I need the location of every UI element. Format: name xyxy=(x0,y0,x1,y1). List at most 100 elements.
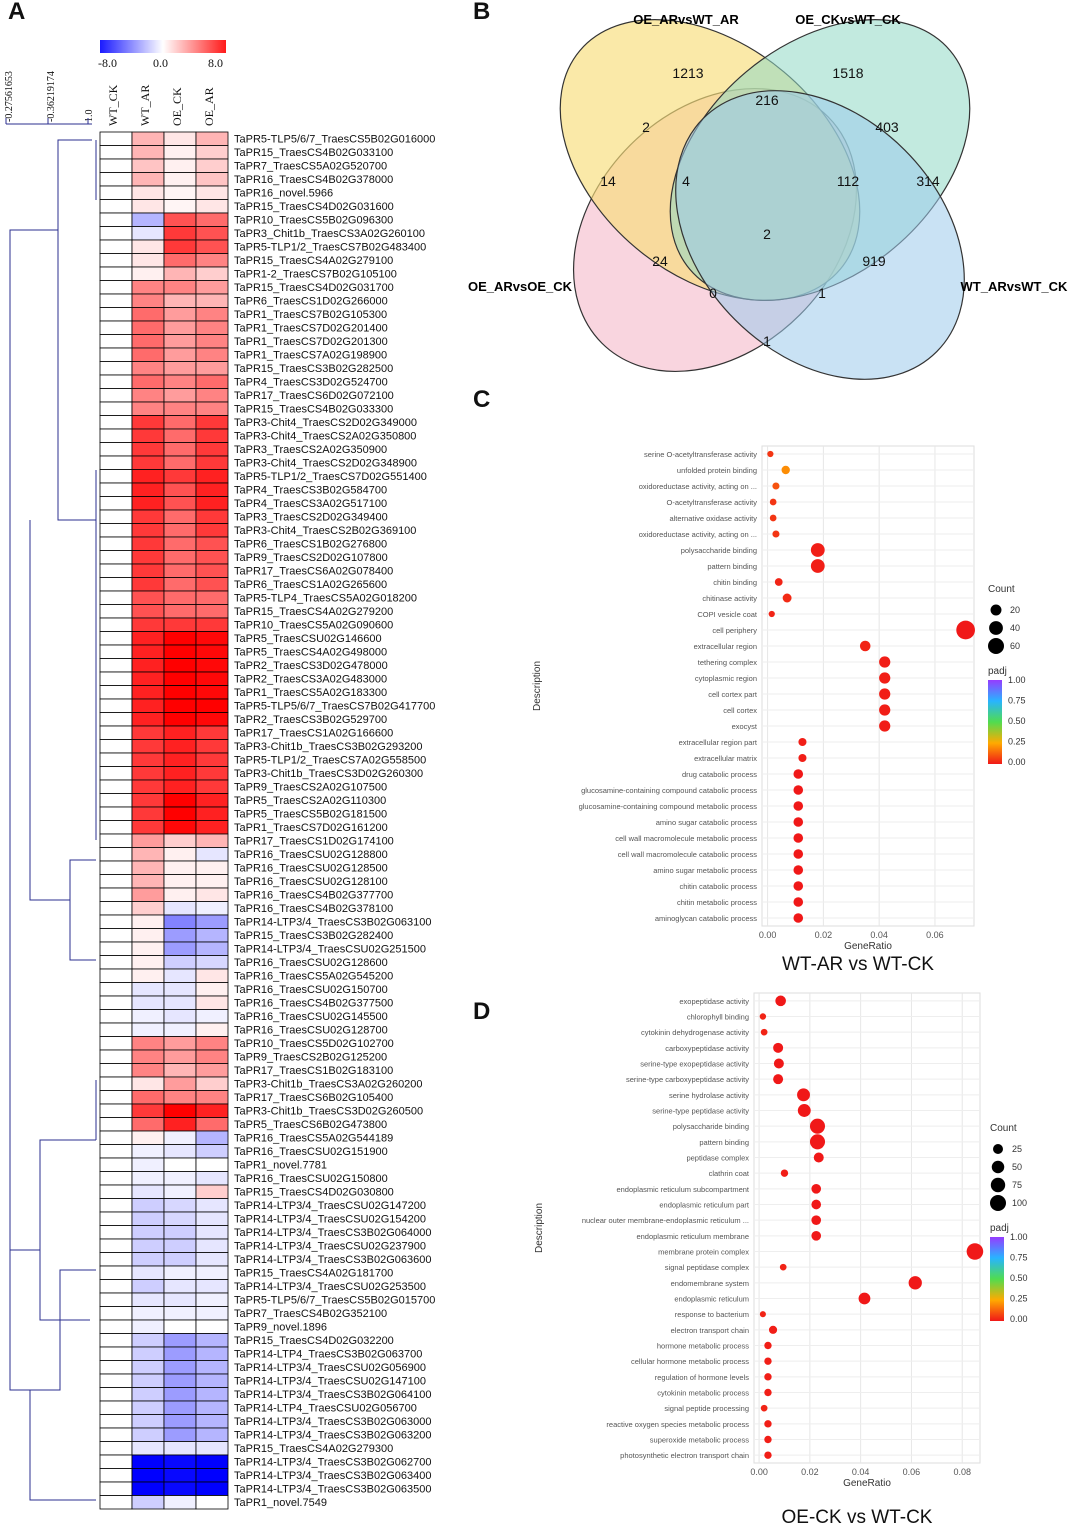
heatmap-cell xyxy=(195,361,229,376)
heatmap-cell xyxy=(99,347,133,362)
data-point xyxy=(793,817,804,827)
heatmap-cell xyxy=(131,766,165,781)
heatmap-cell xyxy=(195,1333,229,1348)
heatmap-cell xyxy=(131,455,165,470)
heatmap-cell xyxy=(99,941,133,956)
heatmap-cell xyxy=(163,1373,197,1388)
heatmap-cell xyxy=(131,1090,165,1105)
category-label: COPI vesicle coat xyxy=(697,610,758,619)
data-point xyxy=(811,1199,822,1210)
x-axis-label: GeneRatio xyxy=(844,941,892,952)
heatmap-row-label: TaPR9_novel.1896 xyxy=(234,1322,327,1334)
heatmap-cell xyxy=(195,833,229,848)
heatmap-cell xyxy=(195,226,229,241)
heatmap-row-label: TaPR14-LTP3/4_TraesCS3B02G063500 xyxy=(234,1484,432,1496)
heatmap-cell xyxy=(99,1130,133,1145)
heatmap-cell xyxy=(99,914,133,929)
heatmap-cell xyxy=(163,806,197,821)
heatmap-cell xyxy=(131,1049,165,1064)
category-label: signal peptide processing xyxy=(664,1404,749,1413)
heatmap-cell xyxy=(131,1279,165,1294)
heatmap-row-label: TaPR3-Chit4_TraesCS2D02G349000 xyxy=(234,417,417,429)
heatmap-row-label: TaPR1_TraesCS7D02G161200 xyxy=(234,822,388,834)
heatmap-cell xyxy=(163,1211,197,1226)
heatmap-cell xyxy=(163,901,197,916)
heatmap-cell xyxy=(131,577,165,592)
heatmap-cell xyxy=(163,928,197,943)
x-axis-label: GeneRatio xyxy=(843,1478,891,1489)
heatmap-row-label: TaPR14-LTP3/4_TraesCSU02G253500 xyxy=(234,1281,426,1293)
heatmap-row-label: TaPR3-Chit1b_TraesCS3D02G260500 xyxy=(234,1106,423,1118)
data-point xyxy=(797,1104,811,1117)
heatmap-cell xyxy=(195,820,229,835)
heatmap-cell xyxy=(163,712,197,727)
heatmap-row-label: TaPR16_TraesCSU02G150800 xyxy=(234,1173,388,1185)
heatmap-cell xyxy=(131,1387,165,1402)
heatmap-row-label: TaPR14-LTP3/4_TraesCSU02G056900 xyxy=(234,1362,426,1374)
legend-padj-label: 0.25 xyxy=(1010,1294,1028,1304)
data-point xyxy=(772,482,780,490)
heatmap-cell xyxy=(195,199,229,214)
data-point xyxy=(809,1118,826,1134)
color-scale-bar xyxy=(100,40,226,53)
heatmap-cell xyxy=(99,874,133,889)
legend-count-label: 20 xyxy=(1010,605,1020,615)
category-label: endomembrane system xyxy=(671,1279,749,1288)
heatmap-cell xyxy=(131,820,165,835)
heatmap-cell xyxy=(163,779,197,794)
category-label: exopeptidase activity xyxy=(679,997,749,1006)
heatmap-cell xyxy=(163,1157,197,1172)
legend-count-dot xyxy=(990,604,1002,616)
heatmap-row-label: TaPR14-LTP4_TraesCS3B02G063700 xyxy=(234,1349,422,1361)
heatmap-cell xyxy=(163,442,197,457)
data-point xyxy=(779,1263,787,1271)
heatmap-row-label: TaPR3-Chit1b_TraesCS3B02G293200 xyxy=(234,741,423,753)
heatmap-cell xyxy=(195,428,229,443)
category-label: extracellular region xyxy=(694,642,757,651)
heatmap-cell xyxy=(195,563,229,578)
heatmap-cell xyxy=(131,1333,165,1348)
heatmap-row-label: TaPR10_TraesCS5D02G102700 xyxy=(234,1038,394,1050)
heatmap-cell xyxy=(163,1454,197,1469)
heatmap-cell xyxy=(99,982,133,997)
heatmap-cell xyxy=(163,1400,197,1415)
legend-padj-label: 1.00 xyxy=(1008,675,1026,685)
heatmap-cell xyxy=(131,1184,165,1199)
scale-max-label: 8.0 xyxy=(208,56,223,70)
heatmap-cell xyxy=(163,766,197,781)
data-point xyxy=(768,610,775,618)
venn-count: 2 xyxy=(642,119,650,135)
data-point xyxy=(768,1325,778,1334)
panel-label-b: B xyxy=(473,0,491,25)
heatmap-cell xyxy=(195,1238,229,1253)
heatmap-cell xyxy=(131,293,165,308)
heatmap-cell xyxy=(195,293,229,308)
heatmap-cell xyxy=(195,131,229,146)
heatmap-cell xyxy=(195,860,229,875)
data-point xyxy=(767,450,774,458)
heatmap-cell xyxy=(99,455,133,470)
category-label: clathrin coat xyxy=(709,1169,750,1178)
heatmap-grid: TaPR5-TLP5/6/7_TraesCS5B02G016000TaPR15_… xyxy=(99,131,435,1510)
heatmap-cell xyxy=(195,1157,229,1172)
heatmap-cell xyxy=(163,604,197,619)
heatmap-cell xyxy=(99,1454,133,1469)
data-point xyxy=(793,785,804,795)
heatmap-cell xyxy=(99,131,133,146)
heatmap-cell xyxy=(163,226,197,241)
heatmap-cell xyxy=(99,1022,133,1037)
heatmap-cell xyxy=(163,1171,197,1186)
heatmap-cell xyxy=(131,1454,165,1469)
heatmap-cell xyxy=(163,1265,197,1280)
heatmap-cell xyxy=(99,617,133,632)
data-point xyxy=(793,897,804,907)
heatmap-cell xyxy=(99,1090,133,1105)
category-label: extracellular matrix xyxy=(694,754,757,763)
heatmap-cell xyxy=(195,1211,229,1226)
heatmap-cell xyxy=(195,388,229,403)
heatmap-row-label: TaPR16_TraesCS5A02G545200 xyxy=(234,971,393,983)
heatmap-row-label: TaPR1-2_TraesCS7B02G105100 xyxy=(234,269,397,281)
heatmap-cell xyxy=(163,860,197,875)
heatmap-cell xyxy=(99,401,133,416)
heatmap-cell xyxy=(99,1117,133,1132)
